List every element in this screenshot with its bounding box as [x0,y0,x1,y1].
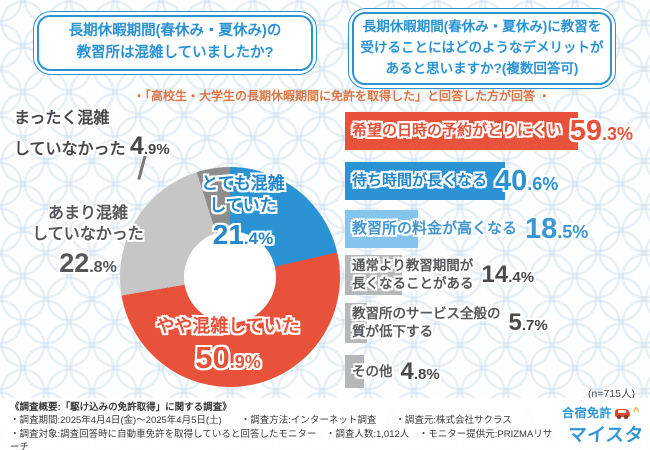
pie-label-somewhat-crowded: やや混雑していた 50.9% [120,315,336,379]
bar-row: その他 4.8% [345,355,645,388]
bar-value: 59.3% [569,114,633,147]
question-right-line1: 長期休暇期間(春休み・夏休み)に教習を [362,19,602,35]
footer-strip [0,398,650,450]
bar-label: 教習所の料金が高くなる [352,220,518,238]
bar [345,112,578,150]
bar-label: その他 [352,363,393,379]
bar-value: 40.6% [495,164,559,197]
bar-label: 希望の日時の予約がとりにくい [352,122,562,140]
roof-caret-icon: ^ [633,406,640,418]
pie-value-somewhat-crowded: 50.9% [195,340,261,376]
question-right-text: 長期休暇期間(春休み・夏休み)に教習を 受けることにはどのようなデメリットが あ… [352,12,612,85]
bar-row: 待ち時間が長くなる 40.6% [345,162,645,200]
logo-text-bottom: マイスター [567,424,645,445]
brand-logo: 合宿免許 ^ ^ マイスター [556,404,646,450]
question-left-line1: 長期休暇期間(春休み・夏休み)の [68,23,282,40]
question-box-right: 長期休暇期間(春休み・夏休み)に教習を 受けることにはどのようなデメリットが あ… [348,8,616,89]
question-left-line2: 教習所は混雑していましたか? [76,45,274,61]
bar-value: 14.4% [481,261,535,288]
bar-label: 通常より教習期間が 長くなることがある [352,258,474,291]
respondent-note: ・「高校生・大学生の長期休暇期間に免許を取得した」と回答した方が回答 ・ [133,89,551,103]
bar-label: 待ち時間が長くなる [352,172,488,190]
survey-period-method-source: ・調査期間:2025年4月4日(金)〜2025年4月5日(土) ・調査方法:イン… [10,415,512,427]
question-right-line3: あると思いますか?(複数回答可) [385,60,579,76]
survey-target-count-provider: ・調査対象:調査回答時に自動車免許を取得していると回答したモニター ・調査人数:… [10,428,553,450]
pie-value-very-crowded: 21.4% [212,219,274,251]
question-left-text: 長期休暇期間(春休み・夏休み)の 教習所は混雑していましたか? [37,15,313,71]
pie-value-not-very-crowded: 22.8% [59,247,117,278]
bar [345,210,418,248]
bar [345,303,367,343]
bar [345,255,402,295]
bar-row: 教習所の料金が高くなる 18.5% [345,210,645,248]
bar [345,162,505,200]
bar-label: 教習所のサービス全般の 質が低下する [352,306,501,339]
bar-row: 希望の日時の予約がとりにくい 59.3% [345,112,645,150]
logo-text-top: 合宿免許 [562,406,613,420]
bar-value: 18.5% [525,212,589,245]
sample-size-note: (n=715人) [588,388,635,400]
bar-value: 4.8% [400,357,440,385]
car-icon [615,408,631,419]
bar [345,355,364,388]
pie-label-very-crowded: とても混雑 していた 21.4% [168,173,318,254]
survey-details: 《調査概要:「駆け込みの免許取得」に関する調査》 ・調査期間:2025年4月4日… [10,401,555,450]
pie-value-not-crowded-at-all: 4.9% [129,131,170,160]
survey-overview: 《調査概要:「駆け込みの免許取得」に関する調査》 [10,402,232,413]
pie-label-not-very-crowded: あまり混雑 していなかった 22.8% [8,204,168,281]
bar-row: 教習所のサービス全般の 質が低下する 5.7% [345,303,645,343]
donut-hole [184,231,276,323]
question-right-line2: 受けることにはどのようなデメリットが [360,40,604,56]
bar-row: 通常より教習期間が 長くなることがある 14.4% [345,255,645,295]
question-box-left: 長期休暇期間(春休み・夏休み)の 教習所は混雑していましたか? [33,11,317,75]
pie-label-not-crowded-at-all: まったく混雑 していなかった 4.9% [14,110,170,160]
bar-value: 5.7% [508,309,548,336]
